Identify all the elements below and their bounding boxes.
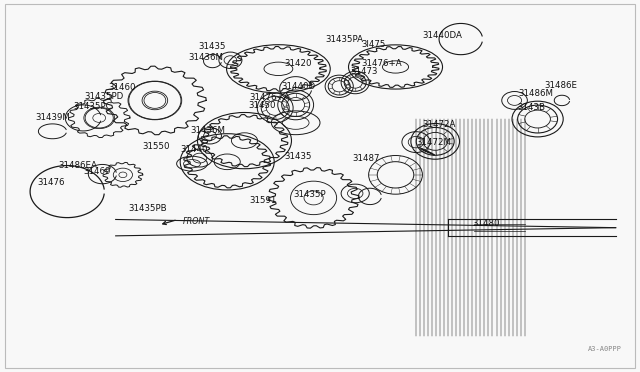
Text: 31435PB: 31435PB: [128, 204, 166, 213]
Text: 3143B: 3143B: [517, 103, 545, 112]
Text: 31487: 31487: [352, 154, 380, 163]
Text: 31435P: 31435P: [293, 190, 326, 199]
Text: 31476: 31476: [37, 178, 65, 187]
Text: 31460: 31460: [109, 83, 136, 92]
Text: 31440DA: 31440DA: [422, 31, 462, 40]
Text: 3l475: 3l475: [362, 40, 386, 49]
Text: 31486E: 31486E: [544, 81, 577, 90]
Text: 31435PC: 31435PC: [74, 102, 112, 110]
Text: 31436M: 31436M: [189, 53, 224, 62]
Text: 31473: 31473: [351, 67, 378, 76]
Text: 31420: 31420: [285, 59, 312, 68]
Text: 31440: 31440: [180, 145, 208, 154]
Text: 31486M: 31486M: [518, 89, 554, 97]
Text: 31439M: 31439M: [35, 113, 70, 122]
Text: 31550: 31550: [142, 142, 170, 151]
Text: 31450: 31450: [248, 101, 276, 110]
Text: 31480: 31480: [472, 219, 500, 228]
Text: 31476+A: 31476+A: [250, 93, 290, 102]
Text: 31486EA: 31486EA: [59, 161, 98, 170]
Text: FRONT: FRONT: [182, 217, 210, 226]
Text: 31435: 31435: [198, 42, 226, 51]
Text: A3-A0PPP: A3-A0PPP: [588, 346, 622, 352]
Text: 31476+A: 31476+A: [362, 59, 402, 68]
Text: 31435PD: 31435PD: [84, 92, 124, 101]
Text: 31591: 31591: [250, 196, 277, 205]
Text: 31472A: 31472A: [422, 120, 456, 129]
Text: 31440D: 31440D: [282, 82, 316, 91]
Text: 31472M: 31472M: [416, 138, 451, 147]
Text: 31435: 31435: [285, 152, 312, 161]
Text: 31435PA: 31435PA: [325, 35, 363, 44]
Text: 31469: 31469: [83, 167, 111, 176]
Text: 31436M: 31436M: [191, 126, 226, 135]
